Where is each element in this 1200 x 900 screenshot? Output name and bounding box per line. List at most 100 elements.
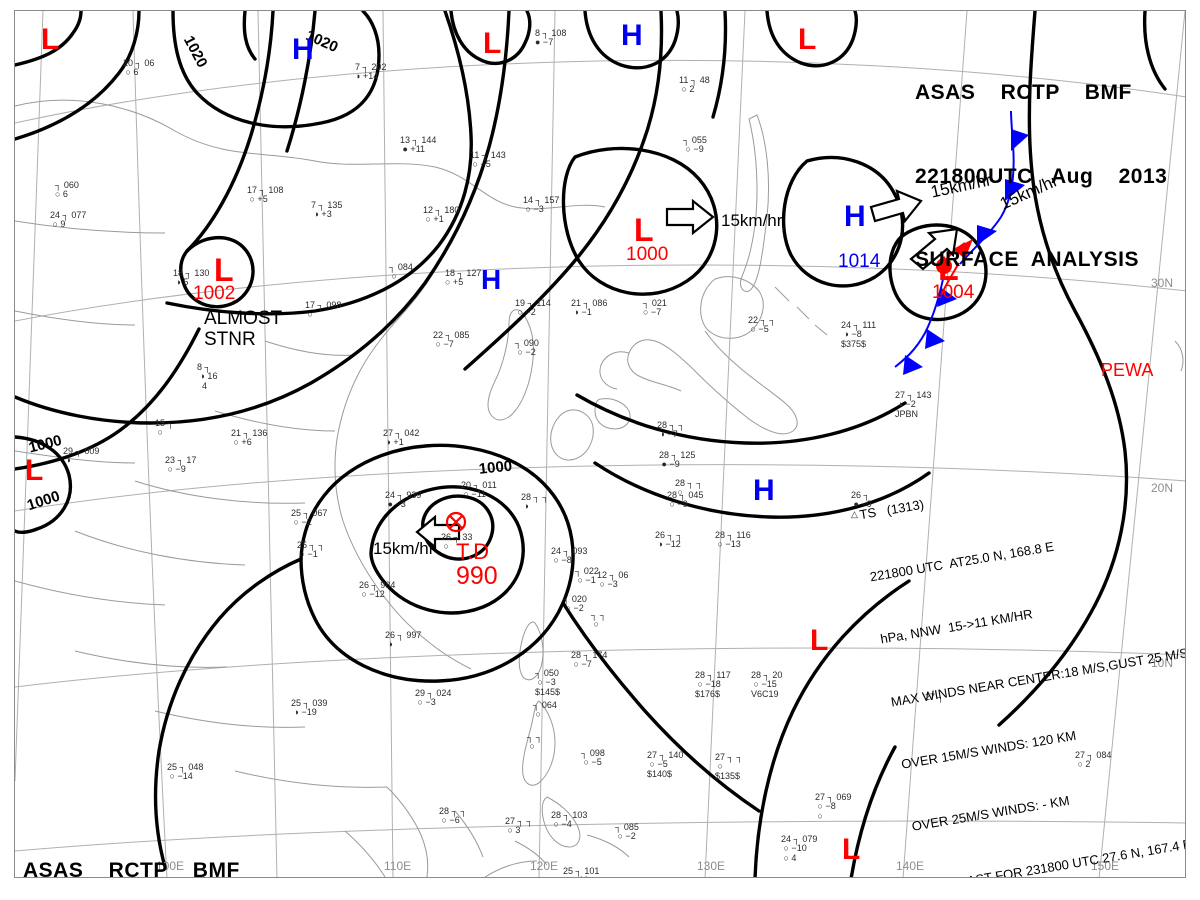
longitude-label-130e: 130E [697,859,726,873]
title-top-line-2: 221800UTC Aug 2013 [915,164,1168,188]
motion-label-motion-td: 15km/hr [373,539,435,558]
title-block-top: ASAS RCTP BMF 221800UTC Aug 2013 SURFACE… [915,23,1167,330]
station-plot: 29 ┐ 024 ○ −3 [415,688,452,708]
station-plot: ┐ 060 ○ 6 [55,180,79,200]
latitude-label-20n: 20N [1151,481,1174,495]
station-plot: 25 ┐ 048 ○ −14 [167,762,204,782]
station-plot: 12 ┐ 180 ○ +1 [423,205,460,225]
station-plot: 7 ┐ 202 ◑ +14 [355,62,387,82]
motion-label-motion-low1000: 15km/hr [721,211,783,230]
motion-arrow-layer [415,189,959,550]
isobar-layer [15,11,1167,877]
station-plot: 27 ┐ [925,692,944,702]
title-top-line-1: ASAS RCTP BMF [915,80,1132,104]
station-plot: 27 ┐ 069 ○ −8 ○ [815,792,852,821]
pressure-symbol-high-japan-sea: H [481,264,502,295]
station-plot: 28 ┐ 116 ○ −13 [715,530,751,550]
typhoon-center-symbol [445,511,467,533]
title-top-line-3: SURFACE ANALYSIS [915,248,1139,272]
pressure-symbol-low-top-mid: L [483,27,502,60]
station-plot: 25 ┐ 101 ○ −16 −2 [563,866,600,877]
longitude-label-110e: 110E [384,859,412,873]
station-plot: 25 ┐ 067 ○ −2 [291,508,328,528]
motion-arrow-typhoon [415,514,461,550]
pressure-symbol-high-1014: H [844,200,866,233]
pressure-symbol-low-1004: L [938,250,959,288]
station-plot: ┐ 064 ○ [533,700,557,720]
annotation-td-value: 990 [456,562,498,590]
station-plot: ┐ 055 ○ −9 [683,135,707,155]
station-plot: 27 ┐ 084 ○ 2 [1075,750,1112,770]
station-plot: ┐ 020 ○ −2 [563,594,587,614]
station-plot: ┐ 085 ○ −2 [615,822,639,842]
pressure-symbol-low-1000: L [634,212,654,248]
station-plot: 17 ┐ 108 ○ +5 [247,185,284,205]
pressure-symbol-low-se-2: L [842,833,861,866]
longitude-label-140e: 140E [896,859,925,873]
station-plot: 25 ┐ ┐ ○ −1 [297,540,325,560]
pressure-value-low-1000: 1000 [626,244,669,265]
station-plot: 8 ┐ 108 ● −7 [535,28,567,48]
station-plot: ┐ 090 ○ −2 [515,338,539,358]
station-plot: 18 ┐ 127 ○ +5 [445,268,482,288]
station-plot: 14 ┐ 157 ○ −3 [523,195,560,215]
station-plot: ┐ 021 ○ −7 [643,298,667,318]
map-frame: 20 ┐ 06 ○ 6 7 ┐ 202 ◑ +14 13 ┐ 144 ● +11 11… [14,10,1186,878]
station-plot: 24 ┐ 093 ○ −8 [551,546,588,566]
station-plot: 24 ┐ 079 ○ −10 ○ 4 [781,834,818,863]
station-plot: ┐ 084 ○ [389,262,413,282]
station-plot: 28 ┐ 103 ○ −4 [551,810,588,830]
station-plot: ┐ ┐ ○ [591,610,607,630]
longitude-label-120e: 120E [530,859,559,873]
pressure-symbol-low-left-1000: L [25,454,44,487]
station-plot: 27 ┐ ┐ ○ $135$ [715,752,743,781]
station-plot: 15 ┐ ○ [155,418,174,438]
isobar-label-iso-1000-center: 1000 [478,457,513,478]
station-plot: 11 ┐ 48 ○ 2 [679,75,710,95]
station-plot: 27 ┐ 042 ◑ +1 [383,428,420,448]
station-plot: 29 ┐ 009 ◑ [63,446,100,466]
station-plot: ┐ ┐ ○ [527,732,543,752]
annotation-td-label: T.D [456,539,489,564]
pressure-value-low-1004: 1004 [932,282,975,303]
warm-front [936,239,973,296]
station-plot: 20 ┐ 011 ○ −11 [461,480,497,500]
station-plot: 22 ┐ 085 ○ −7 [433,330,470,350]
title-block-bottom: ASAS RCTP BMF 221800UTC Aug 2013 SURFACE… [23,801,275,878]
latitude-label-30n: 30N [1151,276,1174,290]
station-plot: 18 ┐ 130 ◑ 5 [173,268,210,288]
station-plot: 24 ┐ 077 ○ 9 [50,210,87,230]
station-plot: 28 ┐ ┐ ○ [675,478,703,498]
annotation-almost-stnr: ALMOST STNR [204,308,283,351]
station-plot: 28 ┐ 125 ● −9 [659,450,696,470]
station-plot: ┐ 050 ○ −3 $145$ [535,668,561,697]
longitude-label-100e: 100E [156,859,185,873]
ts-report-line-1: TS (1313) [858,496,926,523]
station-plot: 28 ┐ 20 ○ −15 V6C19 [751,670,783,699]
station-plot: 27 ┐ 140 ○ −5 $140$ [647,750,684,779]
ts-report-line-3: hPa, NNW 15->11 KM/HR [879,606,1034,647]
pressure-symbol-low-topleft: L [41,23,60,56]
station-plot: 7 ┐ 135 ◑ +3 [311,200,343,220]
station-plot: 24 ┐ 111 ◑ −8 $375$ [841,320,877,349]
station-plot: 22 ┐ ┐ ○ −5 [748,315,776,335]
station-plot: 26 ┐ 997 ◑ [385,630,422,650]
station-plot: 28 ┐ 045 ○ −9 [667,490,704,510]
graticule-layer [15,11,1185,877]
station-plot: 27 ┐ ┐ ○ 3 [505,816,533,836]
motion-arrow-low1004 [909,227,959,271]
station-plot: 13 ┐ 144 ● +11 [400,135,437,155]
station-plot: 28 ┐ 174 ○ −7 [571,650,608,670]
station-plot: 21 ┐ 086 ◑ −1 [571,298,608,318]
longitude-label-150e: 150E [1091,859,1120,873]
station-plot: 20 ┐ 06 ○ 6 [123,58,155,78]
station-plot: 17 ┐ 098 ○ [305,300,342,320]
station-plot: 28 ┐ ┐ ○ −6 [439,806,467,826]
ts-report-line-4: MAX WINDS NEAR CENTER:18 M/S,GUST 25 M/S [889,644,1186,710]
title-bottom-line-1: ASAS RCTP BMF [23,858,240,878]
station-plot: 26 ┐ 984 ○ −12 [359,580,396,600]
station-plot: ┐ 022 ○ −1 [575,566,599,586]
pressure-symbol-low-se-1: L [810,624,829,657]
station-plot: 8 ┐ ◑ 16 4 [197,362,218,391]
